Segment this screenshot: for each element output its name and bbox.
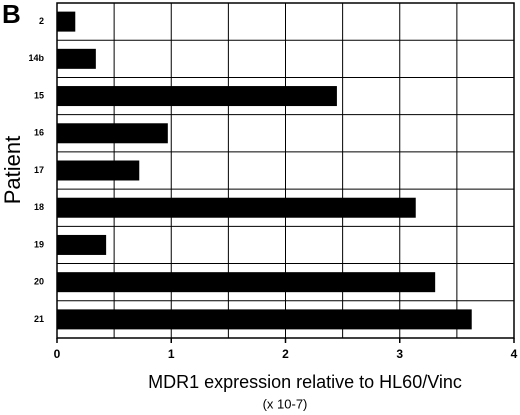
x-tick-label: 2 [282, 347, 289, 361]
y-tick-label: 18 [34, 202, 44, 212]
y-tick-label: 15 [34, 90, 44, 100]
bar [57, 123, 168, 144]
bar [57, 197, 416, 218]
y-tick-label: 19 [34, 239, 44, 249]
y-tick-label: 2 [39, 16, 44, 26]
bar [57, 234, 107, 255]
y-tick-label: 20 [34, 277, 44, 287]
y-tick-label: 17 [34, 165, 44, 175]
y-tick-label: 16 [34, 128, 44, 138]
x-axis-sublabel: (x 10-7) [263, 396, 308, 411]
y-axis-label: Patient [0, 136, 25, 205]
panel-label: B [2, 0, 21, 29]
x-axis-label: MDR1 expression relative to HL60/Vinc [148, 372, 462, 392]
y-tick-label: 14b [28, 53, 44, 63]
bar [57, 272, 436, 293]
bar [57, 11, 76, 32]
bar [57, 86, 337, 107]
x-tick-label: 1 [168, 347, 175, 361]
y-tick-label: 21 [34, 314, 44, 324]
x-tick-label: 4 [511, 347, 518, 361]
bar [57, 48, 96, 69]
x-tick-label: 0 [54, 347, 61, 361]
bar [57, 309, 472, 330]
x-tick-label: 3 [396, 347, 403, 361]
bar [57, 160, 140, 181]
